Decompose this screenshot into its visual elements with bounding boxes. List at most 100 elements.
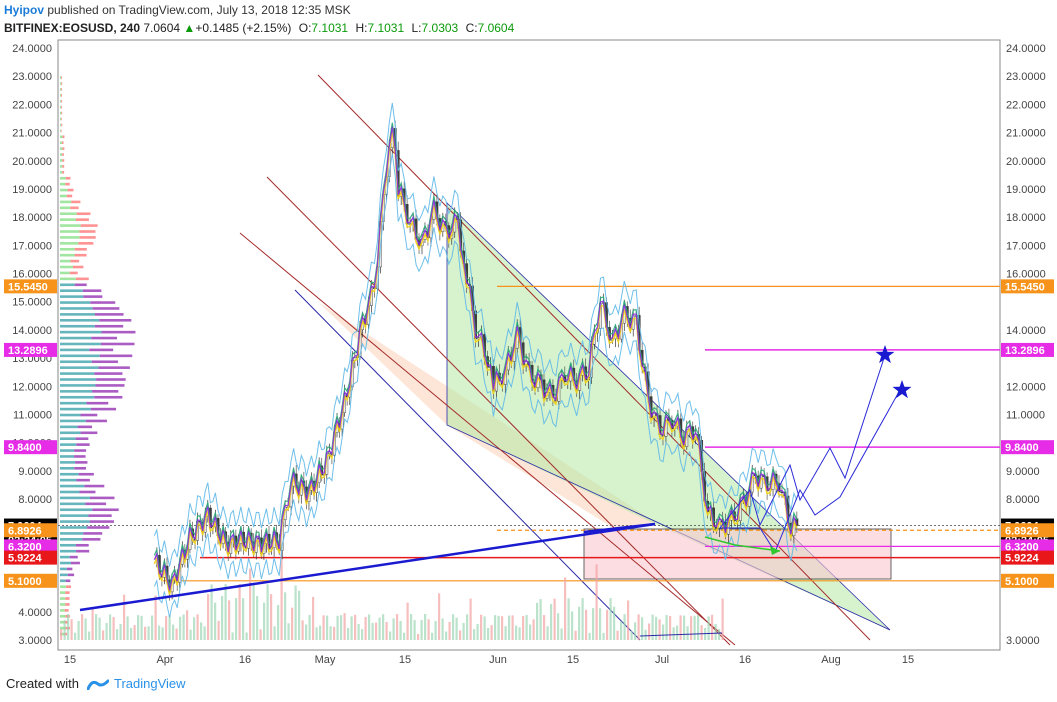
volume-profile-up [60,159,63,162]
volume-bar [389,631,392,640]
channel-line-lower [294,289,641,641]
volume-bar [466,614,469,640]
price-change: +0.1485 (+2.15%) [195,21,292,35]
volume-bar [655,616,658,640]
tradingview-logo-icon [86,679,109,690]
volume-profile-down [70,561,80,565]
volume-profile-down [79,230,96,233]
volume-bar [571,611,574,640]
volume-bar [448,621,451,640]
support-trendline [79,522,656,612]
volume-profile-down [84,484,105,488]
volume-bar [140,615,143,640]
volume-profile-up [60,348,90,352]
volume-profile-down [92,508,119,512]
volume-profile-down [66,567,73,571]
tradingview-link[interactable]: TradingView [86,676,186,691]
volume-bar [368,614,371,640]
price-tag-label-left: 6.8926 [8,525,42,537]
volume-bar [532,619,535,640]
volume-bar [312,596,315,640]
volume-bar [662,624,665,640]
volume-profile-down [61,76,62,79]
volume-bar [497,615,500,640]
high-value: 7.1031 [367,21,405,35]
volume-profile-down [70,206,79,210]
high-label: H: [355,21,368,35]
volume-profile-down [74,467,86,470]
volume-bar [200,622,203,640]
volume-bar [77,620,80,640]
volume-bar [536,602,539,640]
volume-bar [168,614,171,640]
volume-bar [70,619,73,640]
volume-profile-down [65,603,70,606]
volume-bar [130,627,133,640]
target-star-icon [892,380,912,399]
price-tag-bg-left [4,440,57,455]
volume-bar [308,614,311,640]
volume-bar [550,603,553,640]
volume-bar [322,615,325,640]
volume-profile-down [74,449,87,452]
symbol-info: BITFINEX:EOSUSD, 240 7.0604 ▲+0.1485 (+2… [4,21,514,35]
volume-bar [287,623,290,640]
close-label: C: [465,21,478,35]
volume-profile-down [64,620,68,624]
volume-bar [557,613,560,640]
volume-profile-down [60,129,62,133]
volume-bar [382,614,385,640]
author-name[interactable]: Hyipov [4,3,45,17]
volume-bar [116,629,119,640]
volume-bar [504,626,507,640]
volume-profile-up [60,88,62,91]
price-tag-label-right: 15.5450 [1005,281,1045,293]
volume-bar [266,584,269,640]
volume-bar [161,627,164,640]
volume-profile-down [75,437,89,441]
x-tick-label: May [315,654,336,666]
y-tick-label-right: 14.0000 [1006,325,1046,337]
volume-bar [473,629,476,640]
volume-bar [298,590,301,640]
volume-profile-down [79,490,96,494]
volume-bar [217,620,220,640]
volume-profile-down [89,496,115,500]
volume-bar [259,629,262,640]
volume-bar [375,622,378,640]
volume-bar [553,598,556,640]
volume-bar [546,626,549,640]
volume-profile-up [60,111,62,115]
volume-bar [602,632,605,640]
volume-profile-down [74,253,87,257]
y-tick-label-left: 17.0000 [12,240,52,252]
bottom-line [639,632,723,637]
y-tick-label-right: 12.0000 [1006,381,1046,393]
volume-profile-down [99,354,133,358]
trend-lines [79,345,912,637]
volume-bar [651,614,654,640]
price-tag: 6.3200 6.3200 [4,539,1054,554]
price-tag-label-right: 6.3200 [1005,541,1039,553]
volume-bar [336,615,339,640]
volume-bar [326,615,329,640]
price-tag-bg-right [1001,523,1054,538]
volume-bar [102,630,105,640]
up-triangle-icon: ▲ [183,21,196,35]
volume-profile-down [61,99,63,103]
volume-profile-up [60,597,66,600]
footer: Created with TradingView [6,676,186,691]
volume-profile-up [60,188,68,192]
volume-profile-up [60,626,66,630]
y-tick-label-left: 22.0000 [12,99,52,111]
price-tag-bg-right [1001,573,1054,588]
open-value: 7.1031 [311,21,349,35]
volume-profile-up [60,105,62,109]
volume-bar [585,609,588,640]
volume-profile-up [60,360,92,364]
volume-bar [483,616,486,640]
volume-profile-up [60,620,65,624]
price-tag-bg-left [4,550,57,565]
volume-profile-up [60,366,99,369]
